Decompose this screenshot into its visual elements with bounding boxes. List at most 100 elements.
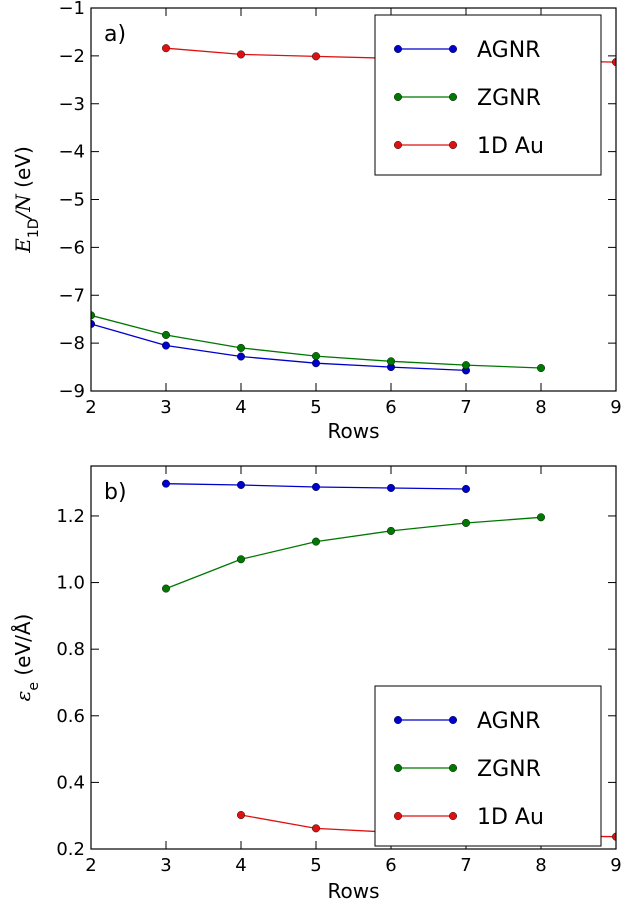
y-tick-label: 0.8 <box>56 639 85 660</box>
data-point-agnr <box>462 484 471 493</box>
y-tick-label: −3 <box>58 94 85 115</box>
y-tick-label: −5 <box>58 190 85 211</box>
x-tick-label: 5 <box>310 397 321 418</box>
y-axis-subscript: 1D <box>26 218 42 238</box>
data-point-zgnr <box>161 584 170 593</box>
y-axis-label: E1D/N (eV) <box>11 146 42 254</box>
y-tick-label: 0.2 <box>56 839 85 860</box>
x-tick-label: 3 <box>160 397 171 418</box>
data-point-zgnr <box>537 364 546 373</box>
chart-panel-b: 2 3 4 5 6 7 8 9 0.2 0.4 0.6 0.8 1.0 1.2 b) Rows εe (eV/Å… <box>11 465 622 903</box>
plot-frame <box>90 465 617 850</box>
chart-panel-a: 2 3 4 5 6 7 8 9 −1 −2 −3 −4 −5 −6 −7 −8 −9 a) Rows E1D/N (e… <box>11 0 622 443</box>
x-tick-label: 8 <box>535 855 546 876</box>
data-point-1d-au <box>161 44 170 53</box>
legend-marker-agnr <box>394 716 403 725</box>
data-point-1d-au <box>612 832 616 841</box>
legend-marker-1d-au <box>394 140 403 149</box>
x-tick-label: 5 <box>310 855 321 876</box>
legend-marker-zgnr <box>449 92 458 101</box>
legend-label-zgnr: ZGNR <box>477 86 541 111</box>
data-point-zgnr <box>312 352 321 361</box>
data-point-zgnr <box>161 330 170 339</box>
y-axis-unit: (eV) <box>11 146 35 194</box>
legend-box <box>374 14 602 176</box>
legend-marker-1d-au <box>394 812 403 821</box>
legend-marker-1d-au <box>449 812 458 821</box>
data-point-agnr <box>91 319 95 328</box>
x-tick-label: 4 <box>235 855 246 876</box>
legend-marker-zgnr <box>394 764 403 773</box>
data-point-1d-au <box>312 52 321 61</box>
series-line-zgnr <box>165 516 542 590</box>
data-point-zgnr <box>236 555 245 564</box>
data-point-zgnr <box>91 311 95 320</box>
legend-marker-agnr <box>449 45 458 54</box>
data-point-agnr <box>236 352 245 361</box>
legend-label-agnr: AGNR <box>477 38 540 63</box>
legend-label-1d-au: 1D Au <box>477 805 544 830</box>
legend-label-agnr: AGNR <box>477 709 540 734</box>
data-point-agnr <box>161 479 170 488</box>
x-tick-label: 9 <box>610 855 621 876</box>
legend: AGNR ZGNR 1D Au <box>374 14 602 176</box>
legend-marker-agnr <box>394 45 403 54</box>
y-axis-symbol: ε <box>11 691 35 702</box>
data-point-1d-au <box>312 824 321 833</box>
data-point-zgnr <box>236 343 245 352</box>
y-tick-label: −4 <box>58 142 85 163</box>
y-axis-symbol: E <box>11 238 35 254</box>
panel-label: b) <box>104 480 127 505</box>
data-point-zgnr <box>387 526 396 535</box>
x-tick-label: 8 <box>535 397 546 418</box>
data-point-agnr <box>312 359 321 368</box>
x-tick-label: 9 <box>610 397 621 418</box>
y-tick-label: −2 <box>58 46 85 67</box>
y-tick-label: −1 <box>58 0 85 19</box>
legend: AGNR ZGNR 1D Au <box>374 685 602 847</box>
data-point-zgnr <box>387 357 396 366</box>
y-tick-label: 0.6 <box>56 706 85 727</box>
x-tick-label: 4 <box>235 397 246 418</box>
legend-marker-zgnr <box>449 764 458 773</box>
y-axis-unit: (eV/Å) <box>11 614 35 682</box>
data-point-zgnr <box>462 361 471 370</box>
data-point-agnr <box>387 483 396 492</box>
y-tick-label: −8 <box>58 333 85 354</box>
x-tick-label: 3 <box>160 855 171 876</box>
data-point-zgnr <box>537 513 546 522</box>
legend-marker-zgnr <box>394 92 403 101</box>
y-axis-divider: / <box>11 209 35 220</box>
x-tick-label: 7 <box>460 397 471 418</box>
legend-label-zgnr: ZGNR <box>477 757 541 782</box>
legend-box <box>374 685 602 847</box>
y-axis-label: εe (eV/Å) <box>11 614 42 702</box>
data-point-1d-au <box>612 58 616 67</box>
y-tick-label: 0.4 <box>56 772 85 793</box>
legend-marker-1d-au <box>449 140 458 149</box>
x-tick-label: 2 <box>85 855 96 876</box>
data-point-zgnr <box>462 518 471 527</box>
y-axis-denominator: N <box>11 193 35 213</box>
legend-label-1d-au: 1D Au <box>477 134 544 159</box>
x-tick-label: 6 <box>385 855 396 876</box>
y-tick-label: −9 <box>58 381 85 402</box>
series-line-agnr <box>91 323 467 372</box>
y-tick-label: −6 <box>58 237 85 258</box>
data-point-zgnr <box>312 537 321 546</box>
x-axis-label: Rows <box>327 879 379 903</box>
panel-label: a) <box>104 22 126 47</box>
data-point-agnr <box>161 341 170 350</box>
legend-marker-agnr <box>449 716 458 725</box>
data-point-agnr <box>312 482 321 491</box>
data-point-agnr <box>236 480 245 489</box>
y-tick-label: −7 <box>58 285 85 306</box>
data-point-1d-au <box>236 811 245 820</box>
x-tick-label: 2 <box>85 397 96 418</box>
y-tick-label: 1.2 <box>56 506 85 527</box>
x-axis-label: Rows <box>327 419 379 443</box>
x-tick-label: 6 <box>385 397 396 418</box>
y-axis-subscript: e <box>26 682 42 691</box>
data-point-1d-au <box>236 50 245 59</box>
